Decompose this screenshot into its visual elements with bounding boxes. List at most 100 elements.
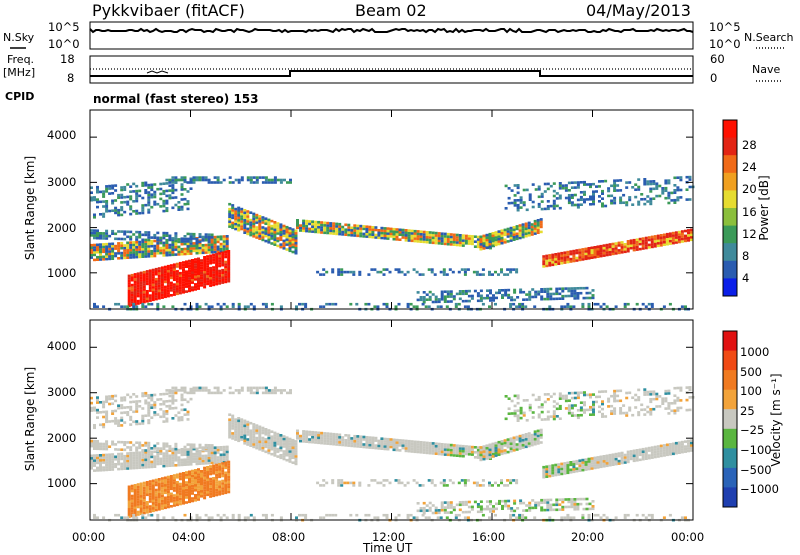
velocity-cell <box>255 437 258 440</box>
power-cell <box>349 303 352 306</box>
power-cell <box>513 226 516 229</box>
velocity-cell <box>549 506 552 509</box>
power-cell <box>93 249 96 252</box>
velocity-cell <box>365 441 368 444</box>
velocity-cell <box>182 480 185 483</box>
power-cell <box>158 285 161 288</box>
velocity-cell <box>501 505 504 508</box>
velocity-cell <box>666 451 669 454</box>
velocity-cell <box>96 459 99 462</box>
power-cell <box>289 227 292 230</box>
velocity-cell <box>221 462 224 465</box>
power-cell <box>227 272 230 275</box>
power-cell <box>335 230 338 233</box>
velocity-cell <box>132 467 135 470</box>
power-cell <box>423 231 426 234</box>
power-cell <box>534 296 537 299</box>
power-cell <box>606 251 609 254</box>
power-cell <box>149 294 152 297</box>
velocity-cell <box>194 484 197 487</box>
power-cell <box>619 202 622 205</box>
velocity-cell <box>444 511 447 514</box>
power-cell <box>432 234 435 237</box>
velocity-cell <box>227 486 230 489</box>
velocity-cell <box>224 492 227 495</box>
velocity-cell <box>162 457 165 460</box>
velocity-cell <box>240 421 243 424</box>
velocity-cell <box>197 491 200 494</box>
power-cell <box>132 246 135 249</box>
velocity-cell <box>181 459 184 462</box>
power-cell <box>211 234 214 237</box>
power-cell <box>558 297 561 300</box>
power-cell <box>554 261 557 264</box>
velocity-cell <box>387 448 390 451</box>
velocity-cell <box>168 395 171 398</box>
power-cell <box>273 241 276 244</box>
power-cell <box>687 239 690 242</box>
power-cell <box>521 305 524 308</box>
power-cell <box>681 235 684 238</box>
power-cell <box>603 254 606 257</box>
velocity-cell <box>138 444 141 447</box>
power-cell <box>554 263 557 266</box>
velocity-cell <box>132 457 135 460</box>
power-cell <box>228 210 231 213</box>
power-cell <box>569 250 572 253</box>
power-cell <box>563 251 566 254</box>
velocity-cell <box>173 474 176 477</box>
velocity-cell <box>179 478 182 481</box>
velocity-cell <box>206 476 209 479</box>
velocity-cell <box>161 485 164 488</box>
velocity-cell <box>399 449 402 452</box>
power-cell <box>308 230 311 233</box>
velocity-cell <box>140 510 143 513</box>
power-cell <box>534 230 537 233</box>
power-cell <box>673 199 676 202</box>
velocity-cell <box>344 434 347 437</box>
power-cell <box>405 229 408 232</box>
power-cell <box>603 244 606 247</box>
velocity-cell <box>155 479 158 482</box>
power-cell <box>489 240 492 243</box>
power-cell <box>249 224 252 227</box>
velocity-cell <box>138 464 141 467</box>
power-cell <box>619 197 622 200</box>
velocity-cell <box>255 424 258 427</box>
power-cell <box>387 237 390 240</box>
velocity-cell <box>209 495 212 498</box>
velocity-cell <box>551 464 554 467</box>
velocity-cell <box>227 471 230 474</box>
velocity-cell <box>117 448 120 451</box>
velocity-cell <box>199 444 202 447</box>
velocity-cell <box>231 417 234 420</box>
velocity-cell <box>592 408 595 411</box>
power-cell <box>550 205 553 208</box>
power-cell <box>209 274 212 277</box>
velocity-cell <box>184 453 187 456</box>
power-cell <box>155 278 158 281</box>
power-cell <box>170 289 173 292</box>
power-cell <box>215 278 218 281</box>
power-cell <box>522 236 525 239</box>
velocity-cell <box>276 450 279 453</box>
velocity-cell <box>144 392 147 395</box>
power-cell <box>93 246 96 249</box>
velocity-cell <box>575 460 578 463</box>
velocity-cell <box>155 501 158 504</box>
power-cell <box>643 198 646 201</box>
velocity-cell <box>417 441 420 444</box>
velocity-cell <box>111 402 114 405</box>
power-cell <box>504 291 507 294</box>
power-cell <box>168 184 171 187</box>
velocity-cell <box>606 465 609 468</box>
velocity-cell <box>249 429 252 432</box>
power-cell <box>387 230 390 233</box>
power-cell <box>194 273 197 276</box>
power-cell <box>168 237 171 240</box>
velocity-cell <box>447 446 450 449</box>
power-cell <box>128 282 131 285</box>
power-cell <box>686 198 689 201</box>
power-cell <box>319 305 322 308</box>
power-cell <box>384 230 387 233</box>
